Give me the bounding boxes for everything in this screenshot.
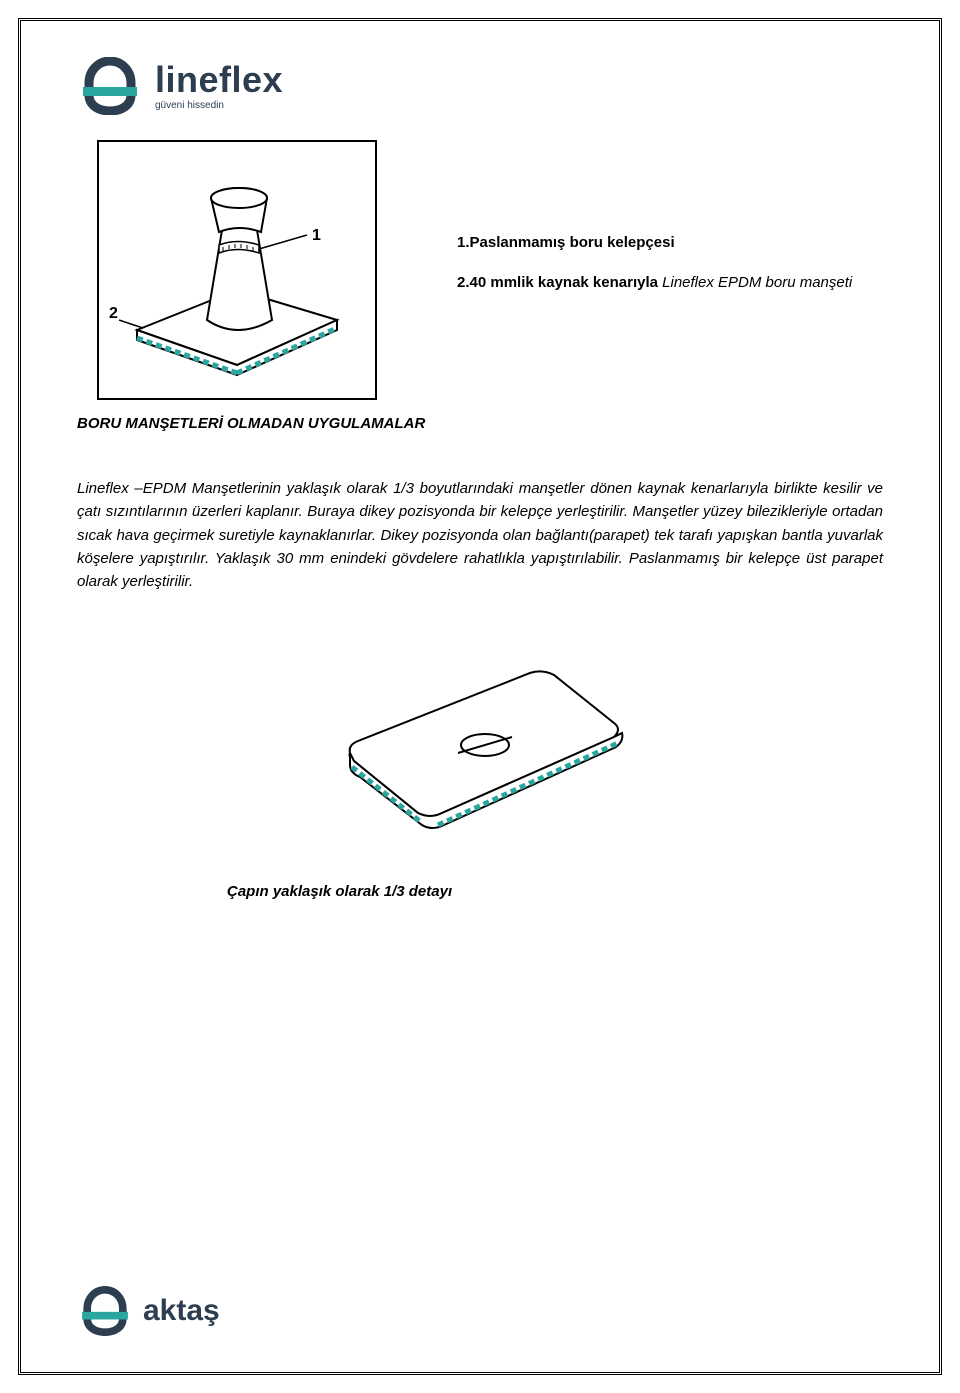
logo-bottom-brand: aktaş <box>143 1296 220 1326</box>
logo-top: lineflex güveni hissedin <box>77 57 883 115</box>
diagram-1-callout-1: 1 <box>312 227 321 244</box>
body-paragraph: Lineflex –EPDM Manşetlerinin yaklaşık ol… <box>77 477 883 593</box>
logo-bottom: aktaş <box>77 1286 220 1336</box>
diagram-2-caption: Çapın yaklaşık olarak 1/3 detayı <box>227 883 883 900</box>
section-heading: BORU MANŞETLERİ OLMADAN UYGULAMALAR <box>77 415 883 432</box>
legend-1-label: 1. <box>457 234 470 251</box>
legend-block: 1.Paslanmamış boru kelepçesi 2.40 mmlik … <box>457 230 883 295</box>
legend-2-label: 2. <box>457 274 470 291</box>
logo-top-brand: lineflex <box>155 62 283 98</box>
diagram-1-callout-2: 2 <box>109 305 118 322</box>
diagram-1-box: 1 2 <box>97 140 377 400</box>
diagram-1-svg: 1 2 <box>107 150 367 390</box>
legend-item-2: 2.40 mmlik kaynak kenarıyla Lineflex EPD… <box>457 270 883 296</box>
logo-top-text: lineflex güveni hissedin <box>155 62 283 111</box>
diagram-2-svg <box>310 633 650 853</box>
legend-2-prefix: 40 mmlik kaynak kenarıyla <box>470 274 658 291</box>
page-content: lineflex güveni hissedin <box>27 27 933 1366</box>
logo-top-tagline: güveni hissedin <box>155 100 283 111</box>
legend-1-text: Paslanmamış boru kelepçesi <box>470 234 675 251</box>
page-frame: lineflex güveni hissedin <box>18 18 942 1375</box>
legend-2-rest: Lineflex EPDM boru manşeti <box>658 274 852 291</box>
legend-item-1: 1.Paslanmamış boru kelepçesi <box>457 230 883 256</box>
aktas-logo-icon <box>77 1286 133 1336</box>
diagram-2-wrap <box>77 633 883 853</box>
lineflex-logo-icon <box>77 57 143 115</box>
